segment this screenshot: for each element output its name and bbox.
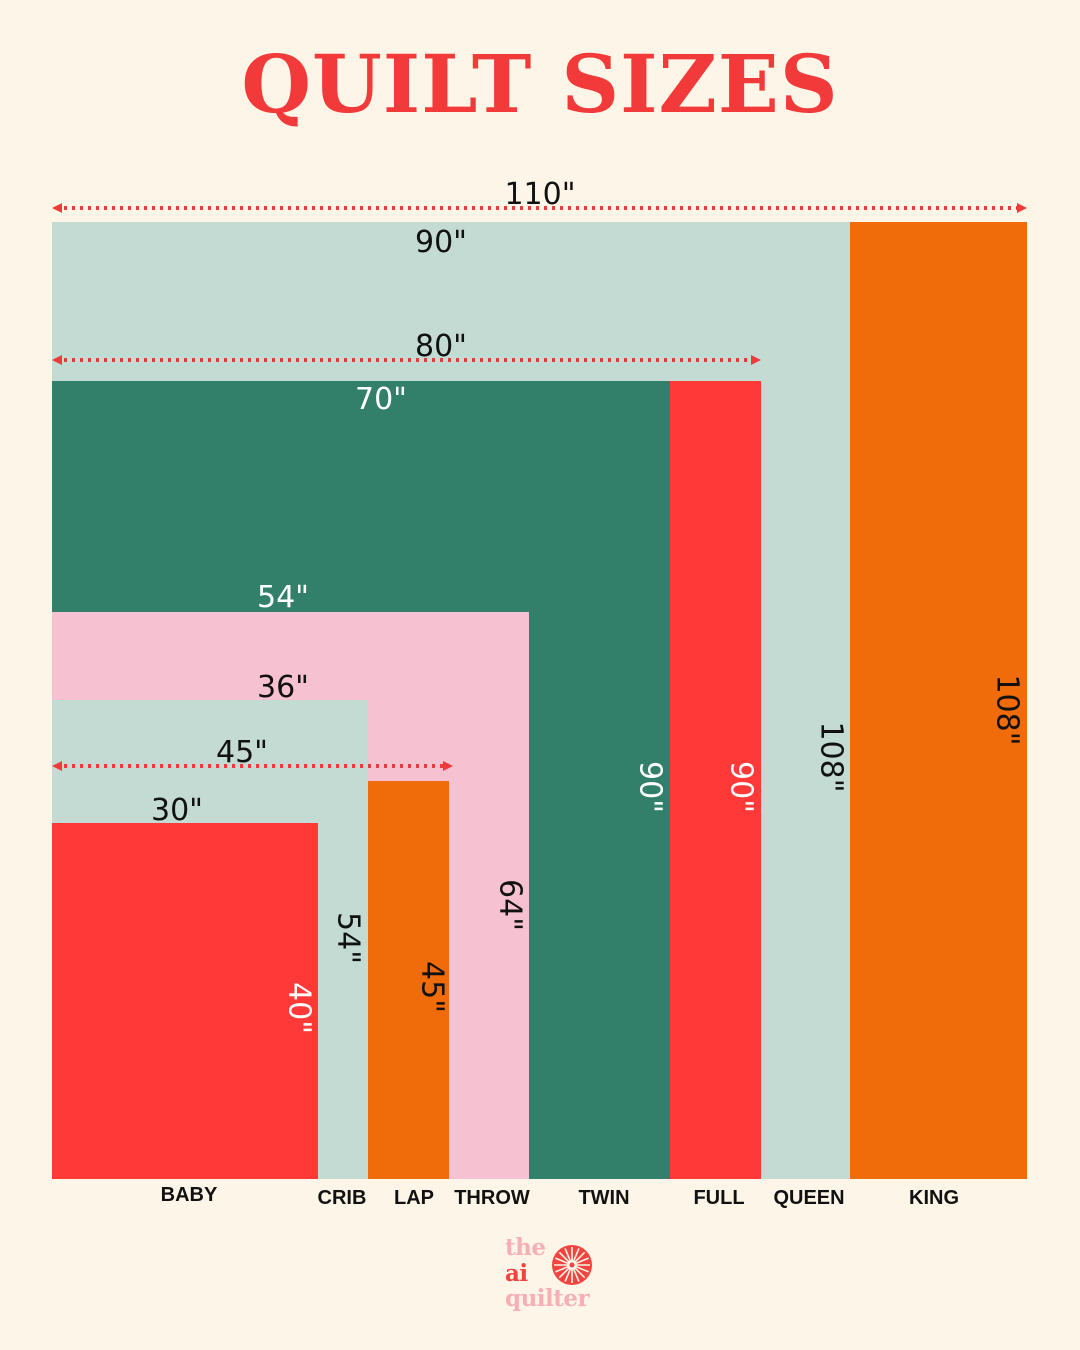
crib-length-label: 54" xyxy=(331,912,366,964)
twin-length-label: 90" xyxy=(633,761,668,813)
label-crib: CRIB xyxy=(318,1187,367,1209)
logo-text-ai: ai xyxy=(505,1260,528,1287)
label-king: KING xyxy=(909,1187,959,1209)
baby-width-label: 30" xyxy=(151,793,203,828)
label-throw: THROW xyxy=(454,1187,530,1209)
lap-quilt xyxy=(368,781,449,1179)
logo-text-the: the xyxy=(505,1234,546,1261)
throw-length-label: 64" xyxy=(493,879,528,931)
lap-length-label: 45" xyxy=(415,961,450,1013)
logo-text-quilter: quilter xyxy=(505,1285,590,1312)
quilt-wheel-icon xyxy=(552,1245,592,1285)
label-twin: TWIN xyxy=(578,1187,629,1209)
queen-width-label: 90" xyxy=(415,225,467,260)
queen-length-label: 108" xyxy=(814,721,849,792)
twin-width-label: 70" xyxy=(355,382,407,417)
label-full: FULL xyxy=(693,1187,744,1209)
baby-length-label: 40" xyxy=(282,982,317,1034)
page-title: QUILT SIZES xyxy=(241,37,839,131)
full-width-label: 80" xyxy=(415,329,467,364)
throw-width-label: 54" xyxy=(257,580,309,615)
label-baby: BABY xyxy=(161,1184,218,1206)
lap-width-label: 45" xyxy=(216,735,268,770)
king-quilt xyxy=(850,222,1027,1179)
brand-logo: the ai quilter xyxy=(505,1236,605,1316)
label-lap: LAP xyxy=(394,1187,434,1209)
label-queen: QUEEN xyxy=(773,1187,844,1209)
king-width-label: 110" xyxy=(504,177,575,212)
baby-quilt xyxy=(52,823,318,1179)
full-length-label: 90" xyxy=(724,761,759,813)
full-quilt xyxy=(670,381,761,1179)
crib-width-label: 36" xyxy=(257,670,309,705)
king-length-label: 108" xyxy=(990,674,1025,745)
